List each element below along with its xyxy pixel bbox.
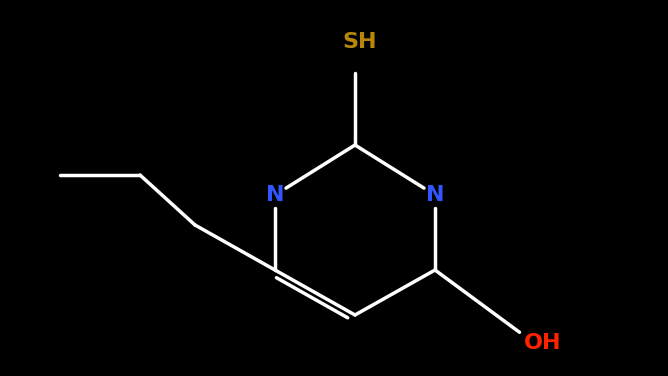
Text: N: N [266, 185, 285, 205]
Text: OH: OH [524, 333, 562, 353]
Text: N: N [426, 185, 444, 205]
Text: SH: SH [343, 32, 377, 52]
